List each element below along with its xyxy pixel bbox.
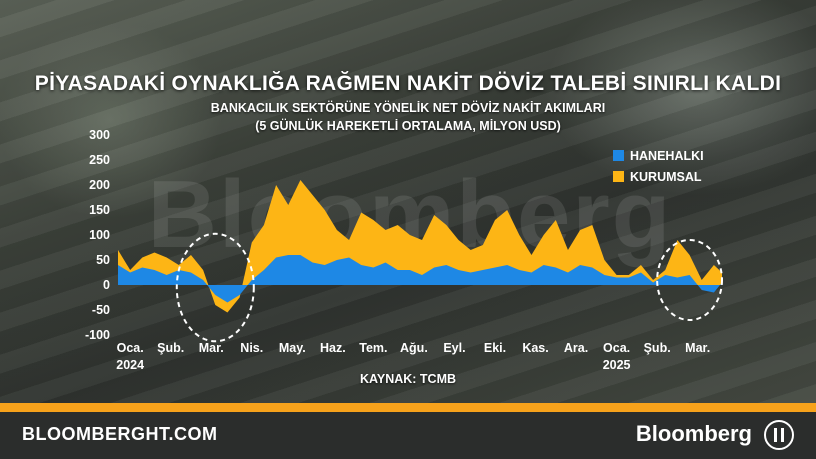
x-tick-label: Şub. [157,341,184,355]
legend-label: HANEHALKI [630,149,704,163]
chart-unit-note: (5 GÜNLÜK HAREKETLİ ORTALAMA, MİLYON USD… [255,119,561,133]
dashed-ellipse-annotation [656,239,724,321]
bloomberght-logo-icon [764,420,794,450]
y-tick-label: 50 [96,253,110,267]
x-tick-label: Haz. [320,341,346,355]
footer-url[interactable]: BLOOMBERGHT.COM [22,424,218,444]
y-tick-label: -50 [92,303,110,317]
area-layer [118,180,722,313]
x-tick-label: Oca. [117,341,144,355]
y-tick-label: 200 [89,178,110,192]
x-tick-label: Şub. [644,341,671,355]
y-tick-label: 150 [89,203,110,217]
chart-title: PİYASADAKİ OYNAKLIĞA RAĞMEN NAKİT DÖVİZ … [34,72,782,95]
x-tick-label: May. [279,341,306,355]
x-tick-label: Mar. [199,341,224,355]
y-tick-label: -100 [85,328,110,342]
x-axis: Oca. Şub. Mar. Nis. May. Haz. Tem. Ağu. Eyl. Eki.… [116,341,710,372]
chart-svg: -100 -50 0 50 100 150 200 250 300 Oca. Şub. Mar. Ni… [85,128,724,372]
dashed-ellipse-annotation [175,232,255,343]
legend: HANEHALKI KURUMSAL [613,149,704,184]
x-tick-label: Ara. [564,341,588,355]
legend-label: KURUMSAL [630,170,702,184]
source-note: KAYNAK: TCMB [359,372,457,386]
x-tick-label: Kas. [522,341,548,355]
footer-accent-bar [0,403,816,412]
x-tick-label: Nis. [240,341,263,355]
y-tick-label: 100 [89,228,110,242]
legend-swatch [613,171,624,182]
x-tick-label: Mar. [685,341,710,355]
series-area-kurumsal [118,180,722,313]
legend-swatch [613,150,624,161]
footer-brand: Bloomberg [635,421,752,446]
footer: BLOOMBERGHT.COM Bloomberg [0,412,816,459]
x-year-label: 2024 [116,358,144,372]
x-tick-label: Tem. [359,341,387,355]
x-tick-label: Ağu. [400,341,428,355]
y-tick-label: 250 [89,153,110,167]
y-tick-label: 0 [103,278,110,292]
x-tick-label: Eyl. [443,341,465,355]
annotation-layer [175,232,724,343]
x-tick-label: Oca. [603,341,630,355]
y-tick-label: 300 [89,128,110,142]
series-area-hanehalki [118,255,722,303]
x-year-label: 2025 [603,358,631,372]
background-texture [0,0,816,403]
background-banknotes [0,0,816,403]
chart-subtitle: BANKACILIK SEKTÖRÜNE YÖNELİK NET DÖVİZ N… [210,101,606,115]
y-axis: -100 -50 0 50 100 150 200 250 300 [85,128,110,342]
x-tick-label: Eki. [484,341,506,355]
